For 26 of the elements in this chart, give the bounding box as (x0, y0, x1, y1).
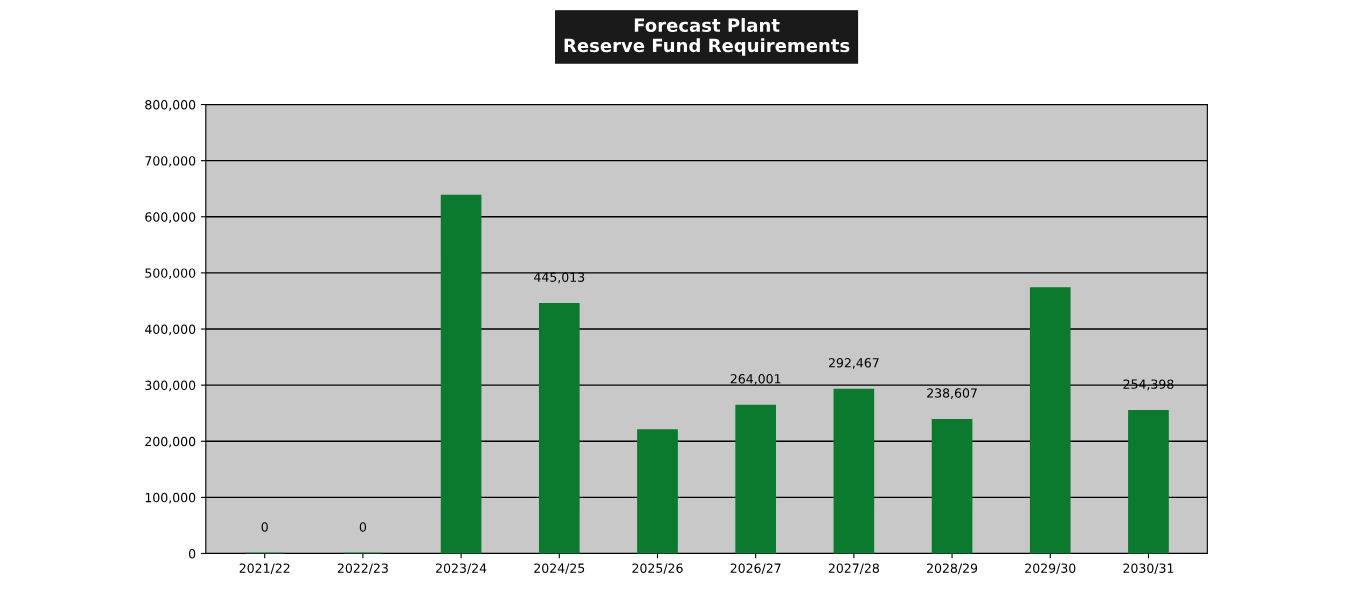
y-tick-label: 600,000 (145, 212, 196, 223)
y-tick-label: 800,000 (145, 100, 196, 111)
x-tick-label: 2022/23 (337, 563, 388, 574)
x-tick-label: 2026/27 (730, 563, 781, 574)
y-tick-label: 300,000 (145, 380, 196, 392)
x-tick-label: 2024/25 (534, 563, 585, 574)
x-tick-label: 2029/30 (1025, 563, 1076, 574)
data-label: 0 (359, 522, 367, 532)
y-tick-label: 200,000 (145, 436, 196, 448)
y-tick-label: 500,000 (145, 268, 196, 280)
data-label: 238,607 (927, 388, 977, 400)
x-tick-label: 2027/28 (828, 563, 879, 574)
x-tick-label: 2025/26 (632, 563, 683, 574)
x-tick-label: 2028/29 (927, 563, 978, 574)
data-label: 445,013 (534, 272, 585, 284)
y-tick-label: 0 (188, 548, 196, 559)
x-tick-label: 2023/24 (436, 563, 487, 574)
data-label: 0 (261, 522, 268, 532)
chart-title: Forecast Plant Reserve Fund Requirements (564, 18, 850, 56)
data-label: 264,001 (730, 374, 781, 385)
x-tick-label: 2021/22 (239, 563, 290, 574)
y-tick-label: 100,000 (145, 492, 196, 504)
data-label: 292,467 (828, 358, 879, 369)
x-tick-label: 2030/31 (1123, 563, 1174, 574)
y-tick-label: 700,000 (145, 156, 196, 167)
y-tick-label: 400,000 (145, 324, 196, 336)
